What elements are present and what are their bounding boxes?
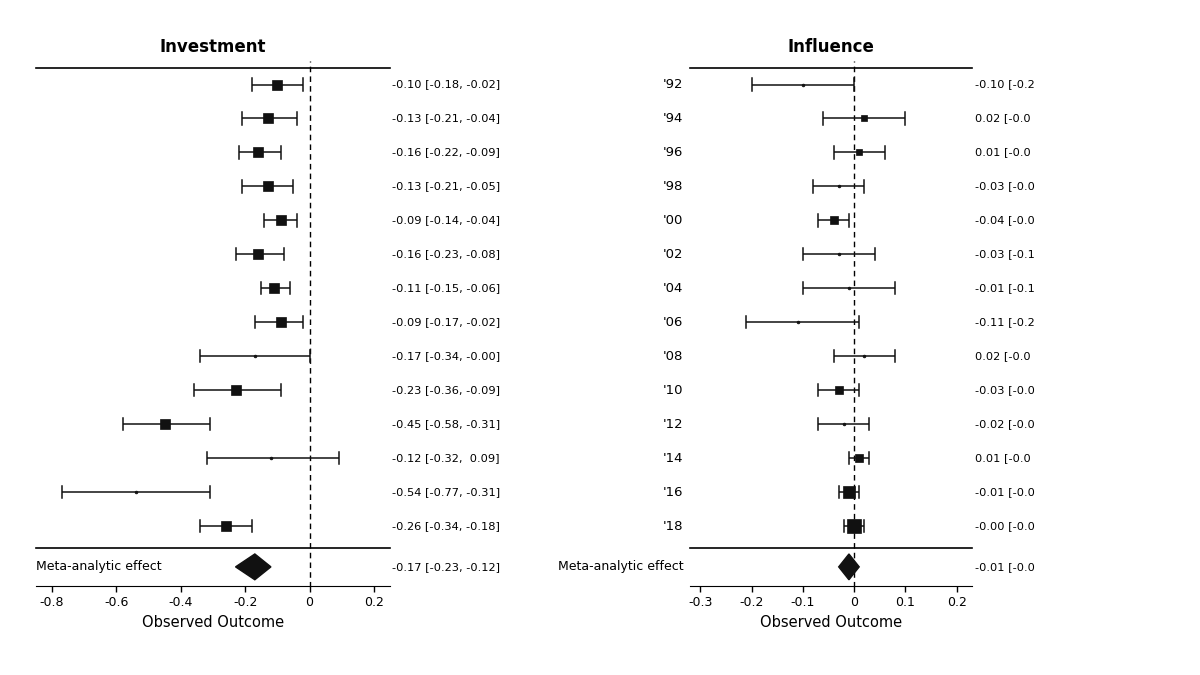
Text: -0.01 [-0.1: -0.01 [-0.1: [974, 284, 1034, 294]
Text: 0.01 [-0.0: 0.01 [-0.0: [974, 453, 1031, 463]
Text: -0.03 [-0.1: -0.03 [-0.1: [974, 249, 1034, 259]
Text: -0.13 [-0.21, -0.04]: -0.13 [-0.21, -0.04]: [391, 113, 499, 124]
Text: 0.02 [-0.0: 0.02 [-0.0: [974, 113, 1030, 124]
Text: -0.00 [-0.0: -0.00 [-0.0: [974, 521, 1034, 531]
Text: -0.45 [-0.58, -0.31]: -0.45 [-0.58, -0.31]: [391, 419, 499, 429]
Text: '94: '94: [662, 112, 683, 125]
Text: -0.03 [-0.0: -0.03 [-0.0: [974, 385, 1034, 396]
Text: -0.11 [-0.2: -0.11 [-0.2: [974, 317, 1034, 327]
Text: -0.02 [-0.0: -0.02 [-0.0: [974, 419, 1034, 429]
Text: '10: '10: [662, 383, 683, 397]
Text: -0.01 [-0.0: -0.01 [-0.0: [974, 562, 1034, 572]
Text: '08: '08: [662, 350, 683, 362]
Text: -0.04 [-0.0: -0.04 [-0.0: [974, 215, 1034, 225]
Text: -0.16 [-0.23, -0.08]: -0.16 [-0.23, -0.08]: [391, 249, 499, 259]
Text: '96: '96: [662, 146, 683, 159]
Text: '16: '16: [662, 485, 683, 499]
Polygon shape: [235, 554, 271, 580]
Text: -0.17 [-0.23, -0.12]: -0.17 [-0.23, -0.12]: [391, 562, 499, 572]
Text: -0.10 [-0.2: -0.10 [-0.2: [974, 80, 1034, 90]
Text: '02: '02: [662, 248, 683, 261]
X-axis label: Observed Outcome: Observed Outcome: [142, 614, 284, 630]
Text: '14: '14: [662, 452, 683, 464]
Text: -0.10 [-0.18, -0.02]: -0.10 [-0.18, -0.02]: [391, 80, 499, 90]
Title: Investment: Investment: [160, 38, 266, 57]
Title: Influence: Influence: [787, 38, 875, 57]
Text: '12: '12: [662, 418, 683, 431]
Text: '18: '18: [662, 520, 683, 533]
Text: -0.23 [-0.36, -0.09]: -0.23 [-0.36, -0.09]: [391, 385, 499, 396]
Text: -0.16 [-0.22, -0.09]: -0.16 [-0.22, -0.09]: [391, 147, 499, 157]
Text: 0.02 [-0.0: 0.02 [-0.0: [974, 351, 1030, 361]
Text: -0.26 [-0.34, -0.18]: -0.26 [-0.34, -0.18]: [391, 521, 499, 531]
Text: '04: '04: [662, 282, 683, 295]
Text: -0.12 [-0.32,  0.09]: -0.12 [-0.32, 0.09]: [391, 453, 499, 463]
Text: '06: '06: [662, 316, 683, 329]
Text: '98: '98: [662, 180, 683, 193]
Text: -0.09 [-0.14, -0.04]: -0.09 [-0.14, -0.04]: [391, 215, 499, 225]
Text: -0.11 [-0.15, -0.06]: -0.11 [-0.15, -0.06]: [391, 284, 499, 294]
Text: '92: '92: [662, 78, 683, 91]
Polygon shape: [839, 554, 859, 580]
Text: -0.01 [-0.0: -0.01 [-0.0: [974, 487, 1034, 497]
X-axis label: Observed Outcome: Observed Outcome: [760, 614, 902, 630]
Text: '00: '00: [662, 214, 683, 227]
Text: -0.09 [-0.17, -0.02]: -0.09 [-0.17, -0.02]: [391, 317, 499, 327]
Text: -0.17 [-0.34, -0.00]: -0.17 [-0.34, -0.00]: [391, 351, 499, 361]
Text: Meta-analytic effect: Meta-analytic effect: [36, 560, 162, 573]
Text: -0.03 [-0.0: -0.03 [-0.0: [974, 182, 1034, 192]
Text: -0.54 [-0.77, -0.31]: -0.54 [-0.77, -0.31]: [391, 487, 499, 497]
Text: Meta-analytic effect: Meta-analytic effect: [558, 560, 683, 573]
Text: -0.13 [-0.21, -0.05]: -0.13 [-0.21, -0.05]: [391, 182, 499, 192]
Text: 0.01 [-0.0: 0.01 [-0.0: [974, 147, 1031, 157]
